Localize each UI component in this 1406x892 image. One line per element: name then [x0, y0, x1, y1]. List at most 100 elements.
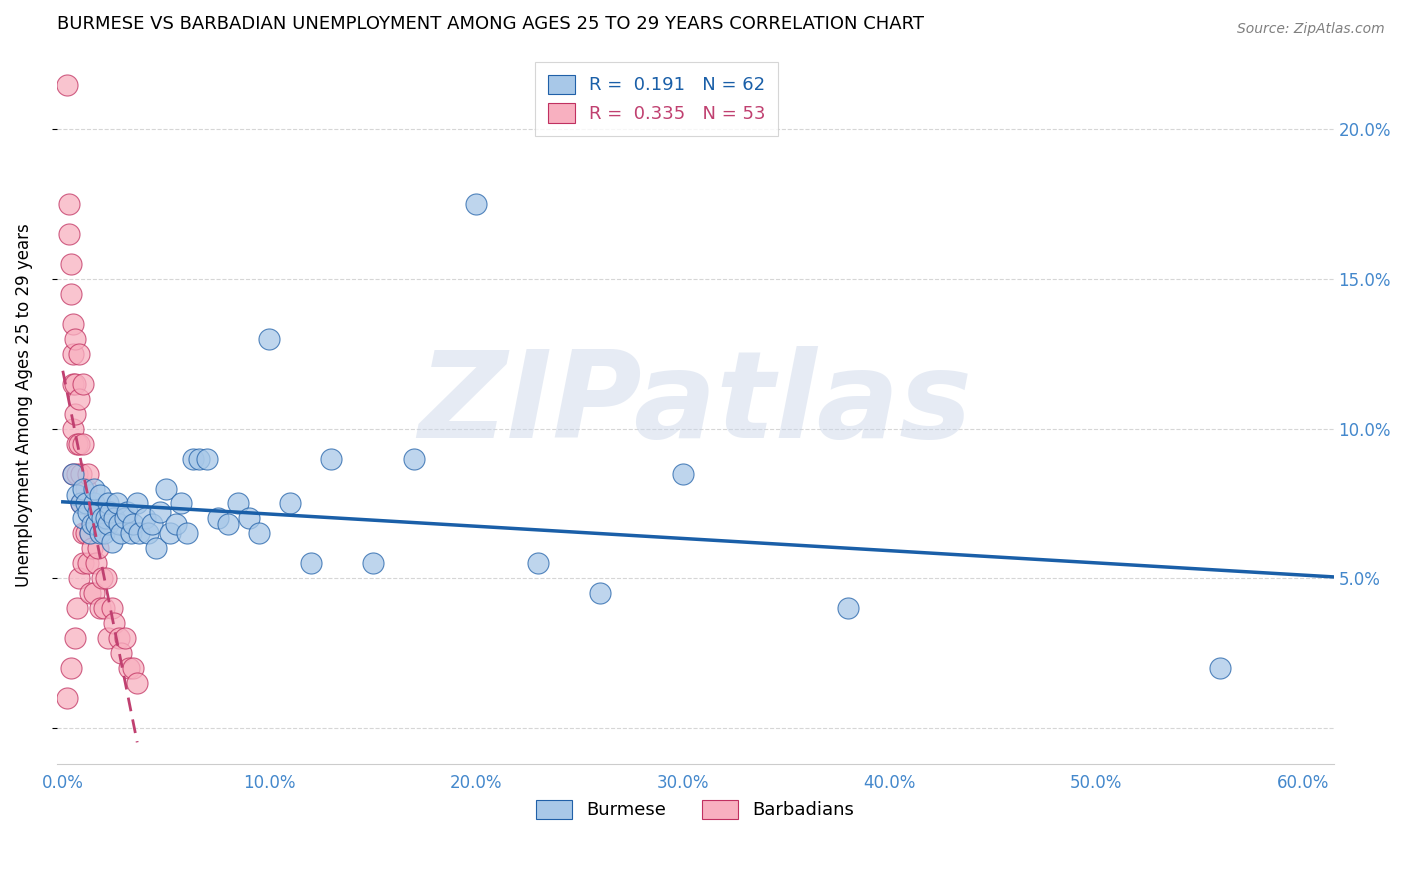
Point: [72, 482, 94, 496]
Point: [79, 586, 101, 600]
Point: [70, 496, 93, 510]
Point: [87, 541, 110, 556]
Point: [63, 376, 86, 391]
Point: [141, 517, 163, 532]
Text: BURMESE VS BARBADIAN UNEMPLOYMENT AMONG AGES 25 TO 29 YEARS CORRELATION CHART: BURMESE VS BARBADIAN UNEMPLOYMENT AMONG …: [56, 15, 924, 33]
Point: [103, 511, 125, 525]
Point: [84, 557, 107, 571]
Point: [321, 451, 343, 466]
Point: [97, 517, 120, 532]
Point: [67, 347, 90, 361]
Point: [159, 526, 181, 541]
Point: [56, 691, 79, 706]
Point: [60, 661, 83, 675]
Point: [166, 517, 188, 532]
Point: [127, 676, 149, 690]
Point: [70, 496, 93, 510]
Point: [83, 586, 105, 600]
Point: [75, 526, 97, 541]
Point: [83, 511, 105, 525]
Point: [589, 586, 612, 600]
Point: [107, 631, 129, 645]
Point: [107, 517, 129, 532]
Point: [62, 467, 84, 481]
Point: [176, 526, 198, 541]
Point: [91, 511, 114, 525]
Point: [120, 526, 142, 541]
Point: [72, 557, 94, 571]
Point: [58, 227, 80, 242]
Point: [404, 451, 426, 466]
Point: [72, 376, 94, 391]
Point: [103, 616, 125, 631]
Point: [128, 526, 150, 541]
Y-axis label: Unemployment Among Ages 25 to 29 years: Unemployment Among Ages 25 to 29 years: [15, 223, 32, 587]
Point: [361, 557, 384, 571]
Point: [76, 506, 98, 520]
Point: [83, 496, 105, 510]
Point: [837, 601, 859, 615]
Point: [110, 526, 132, 541]
Point: [72, 511, 94, 525]
Point: [101, 535, 124, 549]
Point: [66, 467, 89, 481]
Point: [155, 482, 177, 496]
Point: [118, 661, 141, 675]
Text: Source: ZipAtlas.com: Source: ZipAtlas.com: [1237, 22, 1385, 37]
Point: [97, 631, 120, 645]
Point: [278, 496, 301, 510]
Point: [145, 541, 167, 556]
Point: [91, 571, 114, 585]
Point: [101, 601, 124, 615]
Point: [247, 526, 270, 541]
Point: [58, 197, 80, 211]
Point: [110, 646, 132, 660]
Point: [66, 601, 89, 615]
Point: [93, 526, 115, 541]
Point: [134, 511, 156, 525]
Point: [217, 517, 239, 532]
Point: [62, 422, 84, 436]
Point: [62, 347, 84, 361]
Point: [259, 332, 281, 346]
Point: [62, 317, 84, 331]
Point: [72, 526, 94, 541]
Point: [114, 631, 136, 645]
Point: [80, 517, 103, 532]
Point: [299, 557, 322, 571]
Point: [197, 451, 219, 466]
Point: [465, 197, 488, 211]
Point: [181, 451, 204, 466]
Point: [238, 511, 260, 525]
Point: [89, 601, 111, 615]
Point: [67, 392, 90, 406]
Point: [89, 487, 111, 501]
Point: [136, 526, 159, 541]
Point: [66, 436, 89, 450]
Point: [62, 467, 84, 481]
Point: [63, 407, 86, 421]
Point: [1209, 661, 1232, 675]
Point: [127, 496, 149, 510]
Point: [75, 496, 97, 510]
Point: [80, 541, 103, 556]
Point: [72, 436, 94, 450]
Point: [63, 332, 86, 346]
Point: [66, 487, 89, 501]
Point: [93, 601, 115, 615]
Point: [105, 496, 128, 510]
Point: [97, 496, 120, 510]
Point: [60, 287, 83, 301]
Point: [76, 467, 98, 481]
Point: [98, 506, 121, 520]
Legend: Burmese, Barbadians: Burmese, Barbadians: [529, 792, 862, 827]
Text: ZIPatlas: ZIPatlas: [418, 346, 972, 463]
Point: [67, 571, 90, 585]
Point: [62, 376, 84, 391]
Point: [70, 467, 93, 481]
Point: [79, 526, 101, 541]
Point: [149, 506, 172, 520]
Point: [67, 436, 90, 450]
Point: [188, 451, 211, 466]
Point: [527, 557, 550, 571]
